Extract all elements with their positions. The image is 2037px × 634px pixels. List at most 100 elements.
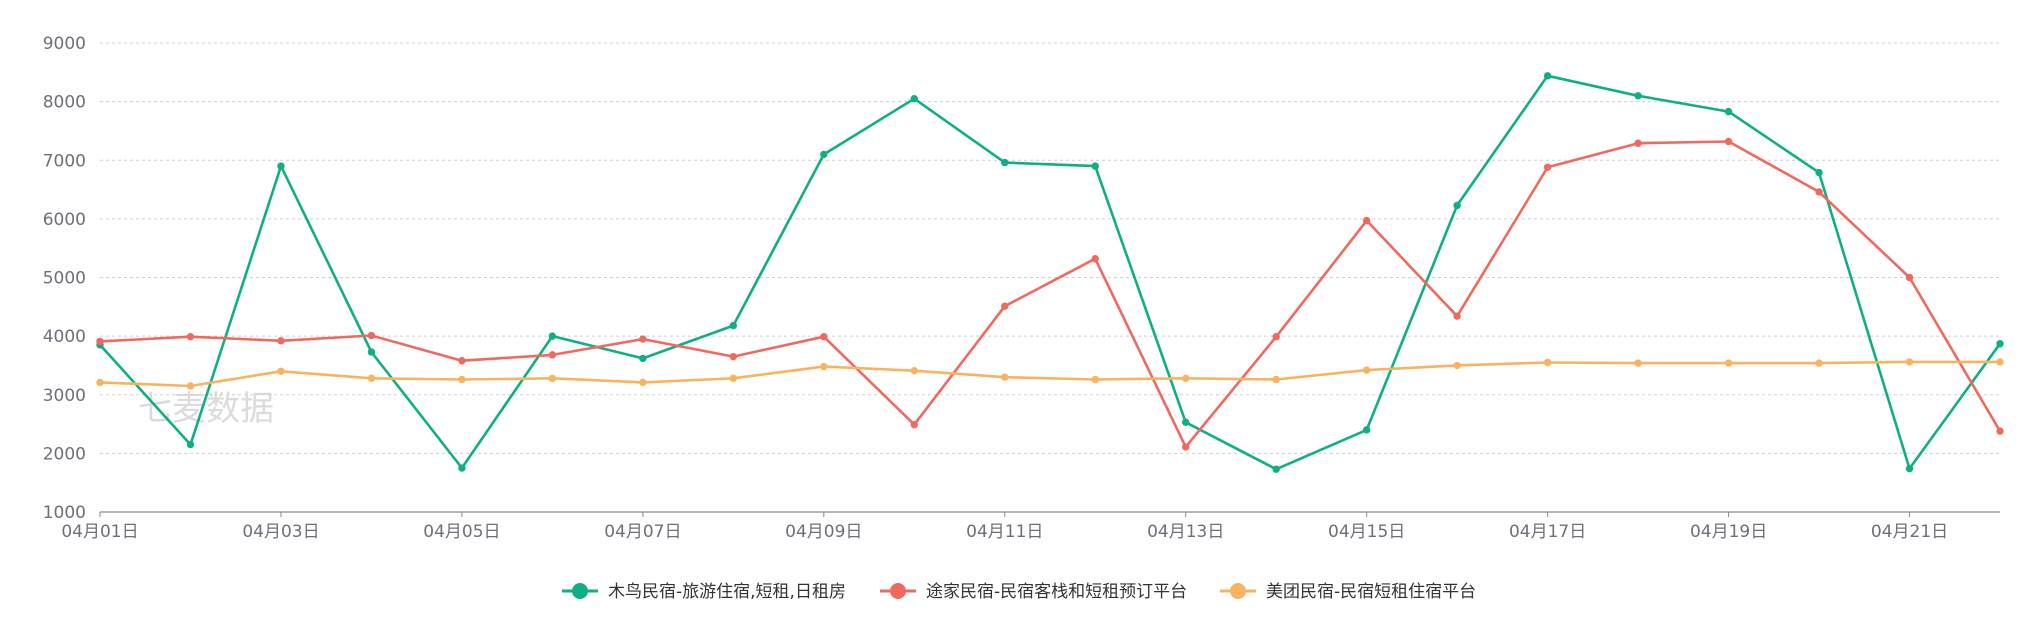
data-point[interactable] xyxy=(548,332,557,340)
data-point[interactable] xyxy=(1091,255,1099,263)
data-point[interactable] xyxy=(1815,168,1823,177)
data-point[interactable] xyxy=(548,351,557,359)
data-point[interactable] xyxy=(820,362,828,371)
data-point[interactable] xyxy=(1543,358,1552,367)
legend-item[interactable]: 美团民宿-民宿短租住宿平台 xyxy=(1220,582,1476,602)
x-tick-label: 04月15日 xyxy=(1328,522,1405,542)
data-point[interactable] xyxy=(820,333,828,341)
data-point[interactable] xyxy=(277,162,285,170)
data-point[interactable] xyxy=(277,337,285,345)
data-point[interactable] xyxy=(186,333,195,341)
data-point[interactable] xyxy=(1453,312,1461,320)
grid-layer xyxy=(100,42,2000,454)
series-group xyxy=(96,358,2004,390)
legend-label: 美团民宿-民宿短租住宿平台 xyxy=(1266,582,1476,602)
x-tick-label: 04月03日 xyxy=(242,522,319,542)
data-point[interactable] xyxy=(1996,427,2004,435)
data-point[interactable] xyxy=(729,321,738,330)
data-point[interactable] xyxy=(1634,92,1642,100)
data-point[interactable] xyxy=(1634,139,1642,147)
legend-marker-icon xyxy=(890,583,906,599)
data-point[interactable] xyxy=(458,375,466,384)
data-point[interactable] xyxy=(1453,201,1461,210)
legend-label: 途家民宿-民宿客栈和短租预订平台 xyxy=(926,582,1187,602)
data-point[interactable] xyxy=(1543,72,1552,80)
data-point[interactable] xyxy=(1543,163,1552,171)
data-point[interactable] xyxy=(910,420,918,429)
data-point[interactable] xyxy=(1091,162,1099,170)
data-point[interactable] xyxy=(1001,373,1009,381)
x-tick-label: 04月05日 xyxy=(423,522,500,542)
data-point[interactable] xyxy=(1001,158,1009,167)
x-tick-label: 04月11日 xyxy=(966,522,1043,542)
legend-item[interactable]: 木鸟民宿-旅游住宿,短租,日租房 xyxy=(562,582,846,602)
data-point[interactable] xyxy=(1724,107,1733,116)
data-point[interactable] xyxy=(1905,273,1914,282)
data-point[interactable] xyxy=(367,374,376,383)
y-tick-label: 2000 xyxy=(43,444,86,464)
data-point[interactable] xyxy=(1001,302,1009,310)
x-tick-label: 04月01日 xyxy=(61,522,138,542)
data-point[interactable] xyxy=(186,440,195,449)
data-point[interactable] xyxy=(1362,366,1371,374)
data-point[interactable] xyxy=(458,357,466,365)
series-group xyxy=(96,137,2004,451)
data-point[interactable] xyxy=(277,367,285,375)
data-point[interactable] xyxy=(1272,465,1280,473)
data-point[interactable] xyxy=(96,378,104,387)
data-point[interactable] xyxy=(1091,375,1099,384)
legend[interactable]: 木鸟民宿-旅游住宿,短租,日租房 途家民宿-民宿客栈和短租预订平台 美团民宿-民宿短… xyxy=(562,582,1476,602)
data-point[interactable] xyxy=(910,94,918,103)
series-line xyxy=(99,74,2002,471)
y-tick-label: 8000 xyxy=(43,93,86,113)
data-point[interactable] xyxy=(1272,375,1280,384)
data-point[interactable] xyxy=(1362,426,1371,434)
series-layer xyxy=(96,72,2004,473)
data-point[interactable] xyxy=(1182,374,1190,383)
legend-item[interactable]: 途家民宿-民宿客栈和短租预订平台 xyxy=(880,582,1187,602)
y-tick-label: 5000 xyxy=(43,269,86,289)
x-tick-label: 04月13日 xyxy=(1147,522,1224,542)
data-point[interactable] xyxy=(1272,333,1280,341)
y-tick-label: 9000 xyxy=(43,34,86,54)
data-point[interactable] xyxy=(1182,418,1190,427)
data-point[interactable] xyxy=(729,352,738,361)
legend-label: 木鸟民宿-旅游住宿,短租,日租房 xyxy=(608,582,846,602)
series-group xyxy=(96,72,2004,473)
data-point[interactable] xyxy=(1634,359,1642,367)
y-tick-label: 4000 xyxy=(43,327,86,347)
data-point[interactable] xyxy=(910,367,918,375)
legend-marker-icon xyxy=(1230,583,1246,599)
axis-layer: 1000 2000 3000 4000 5000 6000 7000 8000 9000 04月0… xyxy=(43,34,2000,542)
data-point[interactable] xyxy=(1996,358,2004,366)
data-point[interactable] xyxy=(1815,188,1823,196)
data-point[interactable] xyxy=(367,331,376,340)
data-point[interactable] xyxy=(1905,358,1914,366)
data-point[interactable] xyxy=(1362,216,1371,225)
x-tick-label: 04月09日 xyxy=(785,522,862,542)
data-point[interactable] xyxy=(367,348,376,356)
series-line xyxy=(99,360,2000,388)
legend-marker-icon xyxy=(572,583,588,599)
data-point[interactable] xyxy=(1453,361,1461,370)
data-point[interactable] xyxy=(1724,359,1733,367)
data-point[interactable] xyxy=(548,374,557,383)
data-point[interactable] xyxy=(820,150,828,159)
data-point[interactable] xyxy=(96,337,104,346)
x-tick-label: 04月07日 xyxy=(604,522,681,542)
data-point[interactable] xyxy=(639,335,647,343)
y-tick-label: 6000 xyxy=(43,210,86,230)
data-point[interactable] xyxy=(639,354,647,363)
data-point[interactable] xyxy=(729,374,738,383)
series-line xyxy=(99,140,2002,449)
data-point[interactable] xyxy=(1182,443,1190,451)
data-point[interactable] xyxy=(1996,340,2004,348)
data-point[interactable] xyxy=(186,382,195,390)
data-point[interactable] xyxy=(639,378,647,387)
data-point[interactable] xyxy=(458,464,466,472)
data-point[interactable] xyxy=(1724,137,1733,146)
data-point[interactable] xyxy=(1815,359,1823,367)
data-point[interactable] xyxy=(1905,464,1914,473)
